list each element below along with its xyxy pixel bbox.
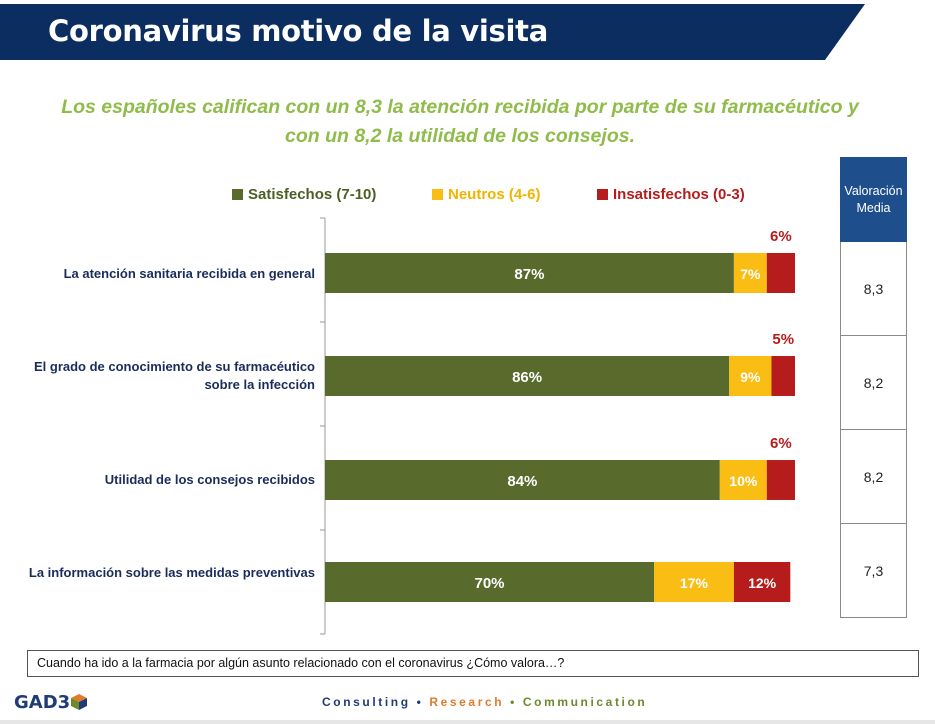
bar-segment-0-2 (766, 253, 795, 293)
page-title: Coronavirus motivo de la visita (48, 14, 548, 48)
logo-text: GAD3 (14, 692, 71, 713)
data-label-2-1: 10% (729, 473, 758, 489)
bar-segment-0-1 (733, 253, 767, 293)
legend-item-insatisfechos: Insatisfechos (0-3) (597, 184, 745, 204)
header-bar (0, 4, 865, 60)
bar-segment-0-0 (325, 253, 734, 293)
bottom-rule (0, 720, 935, 724)
category-label-1: El grado de conocimiento de su farmacéut… (33, 359, 315, 392)
legend-swatch-satisfechos (232, 188, 243, 200)
data-label-0-1: 7% (740, 266, 761, 282)
footer-communication: Communication (522, 695, 648, 709)
data-label-1-2: 5% (772, 331, 794, 348)
cube-icon (71, 694, 88, 710)
data-label-1-0: 86% (512, 369, 542, 386)
category-label-3: La información sobre las medidas prevent… (28, 565, 315, 580)
legend-item-neutros: Neutros (4-6) (432, 184, 541, 204)
legend-swatch-neutros (432, 188, 443, 200)
data-label-3-0: 70% (474, 575, 504, 592)
bar-segment-1-2 (771, 356, 795, 396)
bar-segment-1-1 (729, 356, 772, 396)
legend-swatch-insatisfechos (597, 188, 608, 200)
table-cell-2: 8,2 (840, 430, 907, 524)
legend-label-insatisfechos: Insatisfechos (0-3) (613, 185, 745, 203)
footer-consulting: Consulting (322, 695, 411, 709)
data-label-0-2: 6% (770, 228, 792, 245)
bar-segment-3-0 (325, 562, 654, 602)
table-header: Valoración Media (840, 157, 907, 242)
bar-segment-2-0 (325, 460, 720, 500)
data-label-2-2: 6% (770, 435, 792, 452)
chart-subtitle: Los españoles califican con un 8,3 la at… (61, 96, 859, 147)
category-label-0: La atención sanitaria recibida en genera… (63, 266, 315, 281)
footer-separator-1: • (416, 695, 424, 709)
data-label-2-0: 84% (507, 473, 537, 490)
legend-label-satisfechos: Satisfechos (7-10) (248, 185, 377, 203)
legend-label-neutros: Neutros (4-6) (448, 185, 541, 203)
table-cell-1: 8,2 (840, 336, 907, 430)
legend-item-satisfechos: Satisfechos (7-10) (232, 184, 376, 204)
valoracion-media-table: Valoración Media 8,3 8,2 8,2 7,3 (840, 157, 907, 618)
gad3-logo: GAD3 (14, 692, 88, 713)
data-label-3-2: 12% (748, 575, 777, 591)
bar-segment-3-2 (733, 562, 791, 602)
category-label-2: Utilidad de los consejos recibidos (104, 472, 315, 487)
footer-tagline: Consulting • Research • Communication (322, 695, 647, 709)
bar-segment-2-1 (719, 460, 767, 500)
survey-question: Cuando ha ido a la farmacia por algún as… (27, 650, 919, 677)
bar-segment-3-1 (654, 562, 734, 602)
footer-separator-2: • (510, 695, 517, 709)
table-cell-0: 8,3 (840, 242, 907, 336)
data-label-0-0: 87% (514, 266, 544, 283)
bar-segment-1-0 (325, 356, 730, 396)
data-label-1-1: 9% (740, 369, 761, 385)
data-label-3-1: 17% (680, 575, 709, 591)
table-cell-3: 7,3 (840, 524, 907, 618)
bar-segment-2-2 (766, 460, 795, 500)
footer-research: Research (429, 695, 505, 709)
